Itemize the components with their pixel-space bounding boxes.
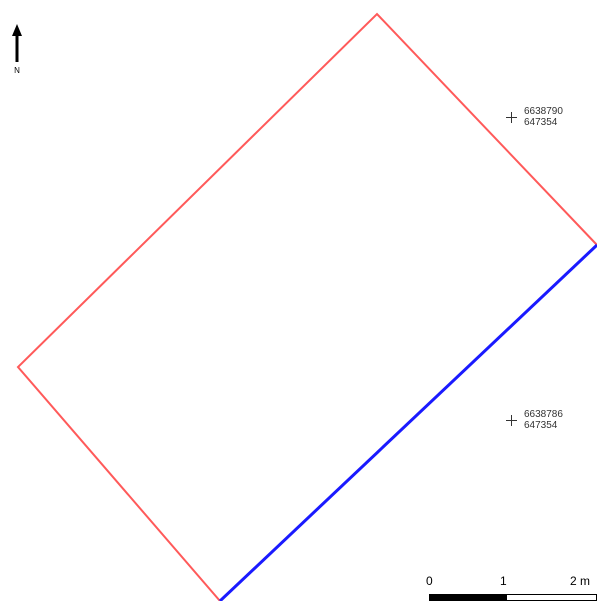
grid-coordinates: 6638790 647354 [524, 106, 563, 128]
north-arrow: N [6, 22, 28, 78]
scale-label-0: 0 [426, 574, 433, 588]
grid-easting: 647354 [524, 420, 558, 431]
grid-point-2: 6638786 647354 [506, 409, 586, 439]
grid-cross-icon [506, 112, 518, 124]
scale-segment-light [506, 594, 597, 601]
grid-cross-icon [506, 415, 518, 427]
grid-coordinates: 6638786 647354 [524, 409, 563, 431]
grid-easting: 647354 [524, 117, 558, 128]
parcel-highlighted-edge[interactable] [218, 243, 597, 603]
north-label: N [14, 66, 20, 75]
scale-bar: 0 1 2 m [420, 572, 597, 601]
grid-northing: 6638790 [524, 106, 563, 117]
grid-point-1: 6638790 647354 [506, 106, 586, 136]
grid-northing: 6638786 [524, 409, 563, 420]
scale-label-2: 2 m [570, 574, 591, 588]
north-arrow-icon [12, 24, 22, 62]
scale-segment-dark [429, 594, 507, 601]
scale-label-1: 1 [500, 574, 507, 588]
parcel-boundary[interactable] [16, 12, 597, 602]
